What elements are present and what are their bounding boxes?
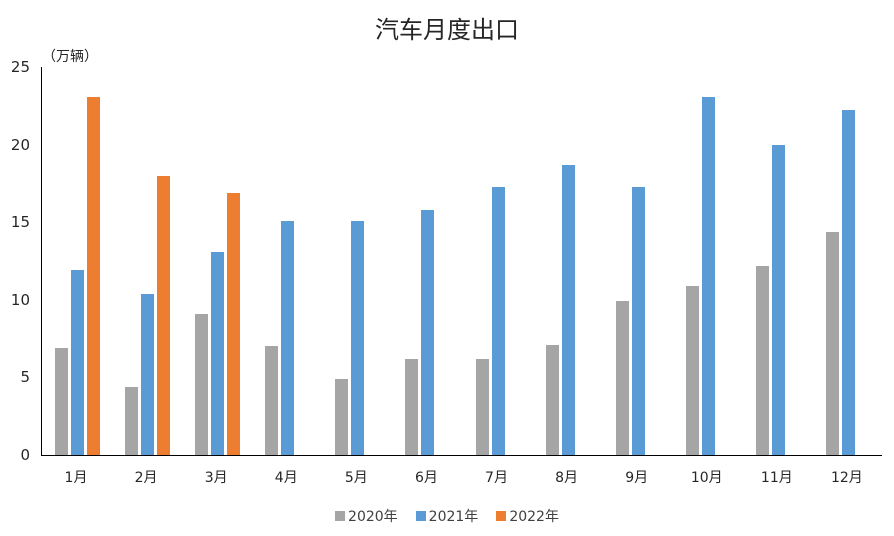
legend-label: 2021年	[428, 509, 479, 525]
bar-2021年-9月	[631, 186, 645, 455]
bar-2020年-12月	[825, 231, 839, 455]
x-tick-label: 6月	[414, 470, 438, 486]
y-tick-label: 25	[10, 58, 30, 76]
bar-2020年-8月	[545, 344, 559, 455]
legend-label: 2022年	[509, 509, 559, 525]
y-tick-label: 20	[10, 135, 30, 154]
bar-2021年-11月	[771, 144, 785, 455]
bar-2021年-6月	[421, 209, 435, 455]
bar-2020年-1月	[55, 347, 68, 455]
bar-2021年-8月	[561, 164, 575, 455]
x-tick-label: 2月	[134, 470, 158, 486]
bar-2022年-3月	[227, 192, 241, 455]
y-axis-line	[41, 67, 42, 456]
x-tick-label: 12月	[830, 470, 863, 486]
bar-2020年-5月	[335, 378, 349, 455]
bar-2020年-11月	[755, 265, 769, 455]
bar-2020年-4月	[265, 346, 279, 455]
legend-swatch-icon	[335, 511, 346, 521]
bar-2020年-10月	[685, 285, 699, 455]
bar-2021年-7月	[491, 186, 505, 455]
chart-title: 汽车月度出口	[375, 16, 519, 44]
legend-item: 2021年	[415, 506, 479, 526]
bar-2022年-1月	[87, 96, 100, 455]
bar-2020年-3月	[195, 313, 209, 455]
x-tick-label: 3月	[204, 470, 228, 486]
x-tick-label: 9月	[625, 470, 649, 486]
bar-2020年-6月	[405, 358, 419, 455]
bar-2021年-12月	[841, 110, 855, 455]
bar-2021年-3月	[211, 251, 225, 455]
bar-2021年-4月	[281, 220, 295, 455]
y-tick-label: 10	[10, 290, 30, 309]
bar-2021年-2月	[141, 293, 155, 455]
bar-2021年-5月	[351, 220, 365, 455]
plot-area	[41, 67, 882, 455]
legend-item: 2022年	[496, 506, 559, 526]
legend-swatch-icon	[415, 511, 426, 521]
bar-2020年-2月	[125, 386, 139, 455]
x-tick-label: 4月	[274, 470, 298, 486]
bar-2020年-9月	[615, 301, 629, 455]
legend-label: 2020年	[348, 509, 398, 525]
bar-2020年-7月	[475, 358, 489, 455]
bar-2021年-1月	[71, 270, 84, 455]
x-axis-line	[41, 455, 882, 456]
x-tick-label: 10月	[690, 470, 723, 486]
legend-item: 2020年	[335, 506, 398, 526]
bar-2022年-2月	[157, 175, 171, 455]
x-tick-label: 11月	[760, 470, 793, 486]
legend: 2020年 2021年 2022年	[0, 506, 894, 526]
x-tick-label: 8月	[555, 470, 579, 486]
y-tick-label: 5	[20, 368, 30, 387]
x-tick-label: 5月	[344, 470, 368, 486]
x-tick-label: 1月	[64, 470, 88, 486]
x-tick-label: 7月	[485, 470, 508, 486]
y-axis-unit-label: （万辆）	[42, 49, 98, 65]
y-tick-label: 0	[20, 446, 30, 464]
legend-swatch-icon	[496, 511, 507, 521]
y-tick-label: 15	[10, 213, 30, 232]
bar-2021年-10月	[701, 96, 715, 455]
